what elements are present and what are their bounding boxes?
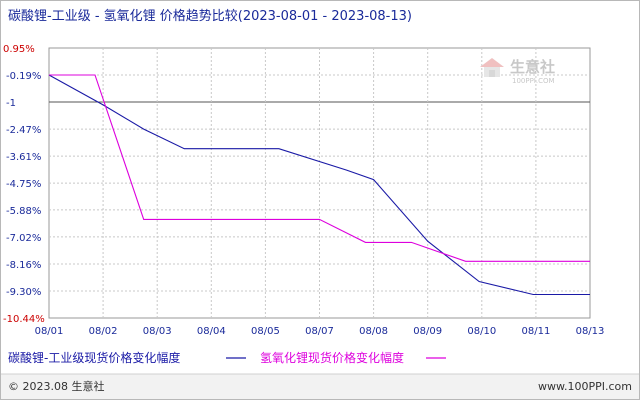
footer-site-link[interactable]: www.100PPI.com bbox=[538, 380, 632, 393]
footer-bar bbox=[1, 374, 639, 399]
watermark-brand: 生意社 bbox=[510, 58, 555, 76]
x-axis: 08/01 08/02 08/03 08/04 08/05 08/07 08/08 08/09… bbox=[35, 326, 605, 337]
x-tick-label: 08/01 bbox=[35, 326, 64, 337]
chart-title: 碳酸锂-工业级 - 氢氧化锂 价格趋势比较(2023-08-01 - 2023-… bbox=[8, 8, 412, 24]
y-tick-label: -4.75% bbox=[6, 179, 41, 190]
watermark-url: 100PPI.COM bbox=[512, 77, 555, 85]
x-tick-label: 08/03 bbox=[143, 326, 172, 337]
x-tick-label: 08/02 bbox=[89, 326, 118, 337]
watermark: 生意社 100PPI.COM bbox=[480, 58, 555, 85]
legend: 碳酸锂-工业级现货价格变化幅度 氢氧化锂现货价格变化幅度 bbox=[8, 350, 446, 365]
x-tick-label: 08/08 bbox=[359, 326, 388, 337]
x-tick-label: 08/13 bbox=[576, 326, 605, 337]
y-tick-label: -7.02% bbox=[6, 233, 41, 244]
y-tick-label: -10.44% bbox=[3, 314, 45, 325]
legend-label-series-2: 氢氧化锂现货价格变化幅度 bbox=[260, 350, 404, 365]
y-tick-label: -1 bbox=[6, 98, 16, 109]
series bbox=[48, 74, 590, 296]
legend-label-series-1: 碳酸锂-工业级现货价格变化幅度 bbox=[8, 350, 180, 365]
y-tick-label: -5.88% bbox=[6, 206, 41, 217]
x-tick-label: 08/10 bbox=[467, 326, 496, 337]
series-line-2 bbox=[49, 74, 590, 262]
y-axis: 0.95% -0.19% -1 -2.47% -3.61% -4.75% -5.88% -7.… bbox=[3, 44, 45, 325]
house-logo-icon bbox=[480, 58, 504, 77]
y-tick-label: -3.61% bbox=[6, 152, 41, 163]
y-tick-label: -2.47% bbox=[6, 125, 41, 136]
footer-copyright: © 2023.08 生意社 bbox=[8, 379, 104, 393]
y-tick-label: -9.30% bbox=[6, 287, 41, 298]
y-tick-label: -0.19% bbox=[6, 71, 41, 82]
x-tick-label: 08/04 bbox=[197, 326, 226, 337]
x-tick-label: 08/05 bbox=[251, 326, 280, 337]
series-line-1 bbox=[48, 74, 590, 296]
x-tick-label: 08/07 bbox=[305, 326, 334, 337]
grid bbox=[49, 48, 590, 318]
y-tick-label: 0.95% bbox=[3, 44, 35, 55]
x-tick-label: 08/09 bbox=[413, 326, 442, 337]
y-tick-label: -8.16% bbox=[6, 260, 41, 271]
x-tick-label: 08/11 bbox=[521, 326, 550, 337]
